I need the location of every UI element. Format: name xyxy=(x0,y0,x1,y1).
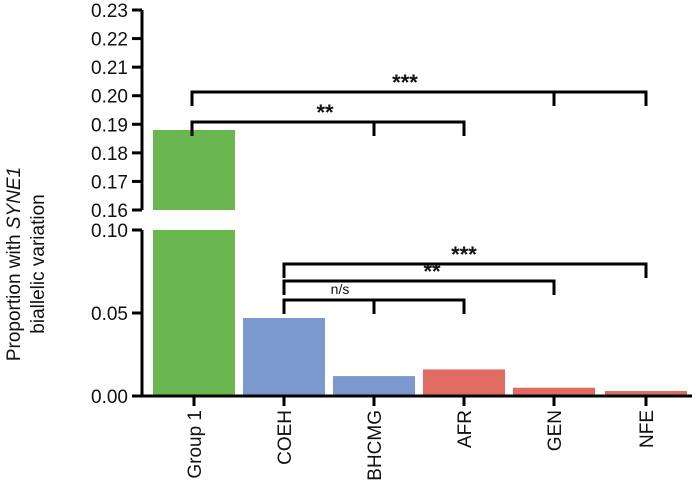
y-tick-label: 0.19 xyxy=(91,115,128,136)
bar-bhcmg xyxy=(333,376,415,396)
y-tick-label: 0.00 xyxy=(91,387,128,408)
y-tick-label: 0.16 xyxy=(91,201,128,222)
x-tick-label: NFE xyxy=(637,410,658,448)
significance-label: ** xyxy=(316,100,334,125)
bar-group-1-lower xyxy=(153,230,235,396)
plot-area: 0.16 0.17 0.18 0.19 0.20 0.21 0.22 0.23 0.00 0.05… xyxy=(91,1,692,481)
y-tick-label: 0.18 xyxy=(91,144,128,165)
bar-group-1-upper xyxy=(153,130,235,210)
x-tick-label: COEH xyxy=(275,410,296,465)
bar-gen xyxy=(513,387,595,396)
y-tick-label: 0.21 xyxy=(91,58,128,79)
y-tick-label: 0.23 xyxy=(91,1,128,22)
x-tick-label: GEN xyxy=(545,410,566,451)
y-tick-label: 0.10 xyxy=(91,221,128,242)
significance-label: n/s xyxy=(331,281,350,297)
bar-coeh xyxy=(243,317,325,396)
y-tick-label: 0.20 xyxy=(91,87,128,108)
bar-nfe xyxy=(605,391,687,396)
y-axis-label-line2: biallelic variation xyxy=(28,194,49,333)
bar-afr xyxy=(423,369,505,396)
svg-text:Proportion with SYNE1: Proportion with SYNE1 xyxy=(4,167,25,361)
y-tick-label: 0.05 xyxy=(91,304,128,325)
x-tick-label: BHCMG xyxy=(365,410,386,481)
y-axis-label-gene: SYNE1 xyxy=(4,167,25,229)
y-tick-label: 0.17 xyxy=(91,172,128,193)
significance-label: *** xyxy=(451,242,477,267)
significance-label: *** xyxy=(392,70,418,95)
y-tick-label: 0.22 xyxy=(91,30,128,51)
y-axis-label-pre: Proportion with xyxy=(4,229,25,361)
y-axis-label: Proportion with SYNE1 biallelic variatio… xyxy=(4,167,49,361)
x-tick-label: AFR xyxy=(455,410,476,448)
x-tick-label: Group 1 xyxy=(185,410,206,479)
